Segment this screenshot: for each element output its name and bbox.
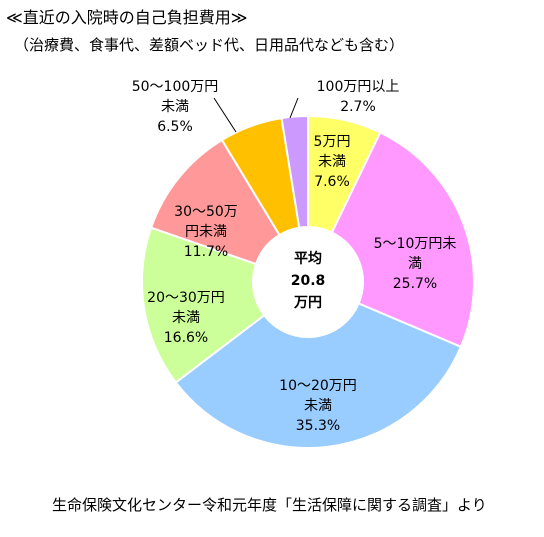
donut-hole [253,227,363,337]
slice-label-7: 100万円以上 2.7% [317,79,400,115]
chart-title: ≪直近の入院時の自己負担費用≫ [6,8,248,27]
slice-label-4: 20～30万円未満 16.6% [147,290,225,346]
donut-slices [141,114,475,449]
chart-subtitle: （治療費、食事代、差額ベッド代、日用品代なども含む） [14,36,405,54]
center-label-line1: 平均 [294,250,322,267]
slice-label-2: 5～10万円未満 25.7% [374,236,457,292]
leader-line-7 [289,97,299,119]
slice-label-1: 5万円未満 7.6% [314,134,351,190]
slice-label-5: 30～50万円未満 11.7% [174,204,238,260]
slice-label-3: 10～20万円未満 35.3% [279,378,357,434]
slice-label-6: 50～100万円未満 6.5% [132,79,219,135]
center-label-value: 20.8 [291,273,326,289]
leader-line-6 [213,97,237,133]
center-label-unit: 万円 [293,295,322,311]
slice-labels: 5万円未満 7.6% 5～10万円未満 25.7% 10～20万円未満 35.3% 20～3… [132,79,457,434]
source-note: 生命保険文化センター令和元年度「生活保障に関する調査」より [52,496,487,514]
